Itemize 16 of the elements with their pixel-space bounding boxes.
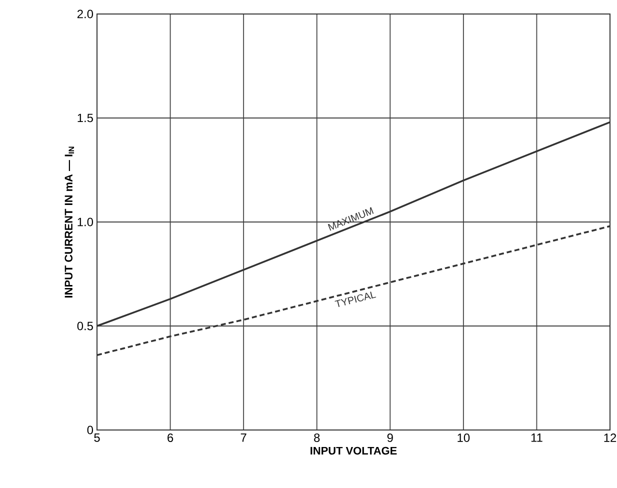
x-tick-label: 7 [240,434,246,442]
text: TYPICAL [334,292,376,307]
y-tick-label: 2.0 [77,10,94,18]
y-tick-label: 0.5 [77,322,93,330]
y-tick-label: 1.0 [78,218,94,226]
x-tick-label: 12 [604,434,616,442]
x-axis-title: INPUT VOLTAGE [310,446,397,455]
x-tick-label: 8 [314,434,320,442]
x-tick-label: 11 [531,434,542,442]
x-tick-label: 9 [387,434,393,442]
y-tick-label: 0 [87,426,94,434]
x-tick-label: 10 [458,434,470,442]
y-tick-label: 1.5 [78,114,93,122]
y-axis-title: INPUT CURRENT IN mA — I$_{IN}$ [64,146,74,298]
x-tick-label: 5 [94,434,100,442]
x-tick-label: 6 [168,434,174,442]
